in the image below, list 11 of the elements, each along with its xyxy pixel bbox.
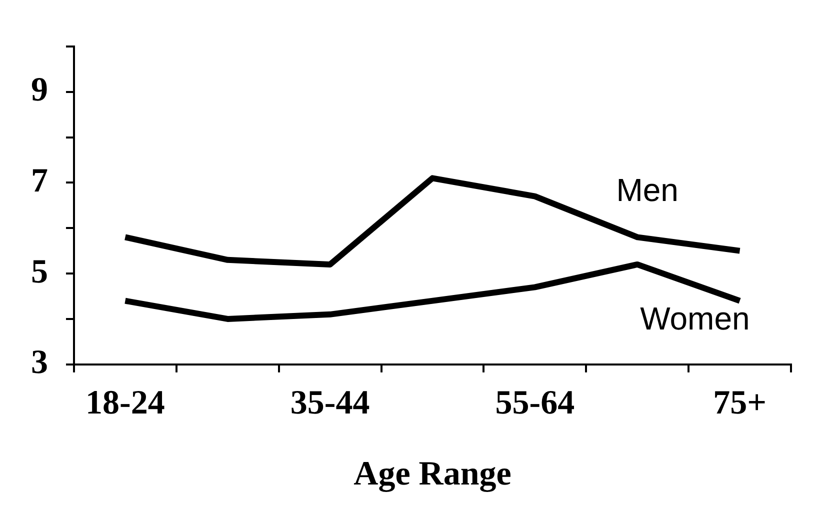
x-tick-label: 55-64 [495, 384, 575, 422]
y-tick-label: 9 [31, 72, 48, 109]
series-label: Men [616, 172, 678, 208]
x-axis-title: Age Range [354, 455, 512, 492]
x-tick-label: 75+ [713, 384, 766, 422]
series-label: Women [640, 300, 750, 337]
y-tick-label: 5 [31, 253, 48, 290]
y-tick-label: 7 [31, 162, 48, 200]
x-tick-label: 18-24 [86, 384, 165, 422]
y-tick-label: 3 [31, 344, 48, 382]
x-tick-label: 35-44 [290, 384, 370, 422]
